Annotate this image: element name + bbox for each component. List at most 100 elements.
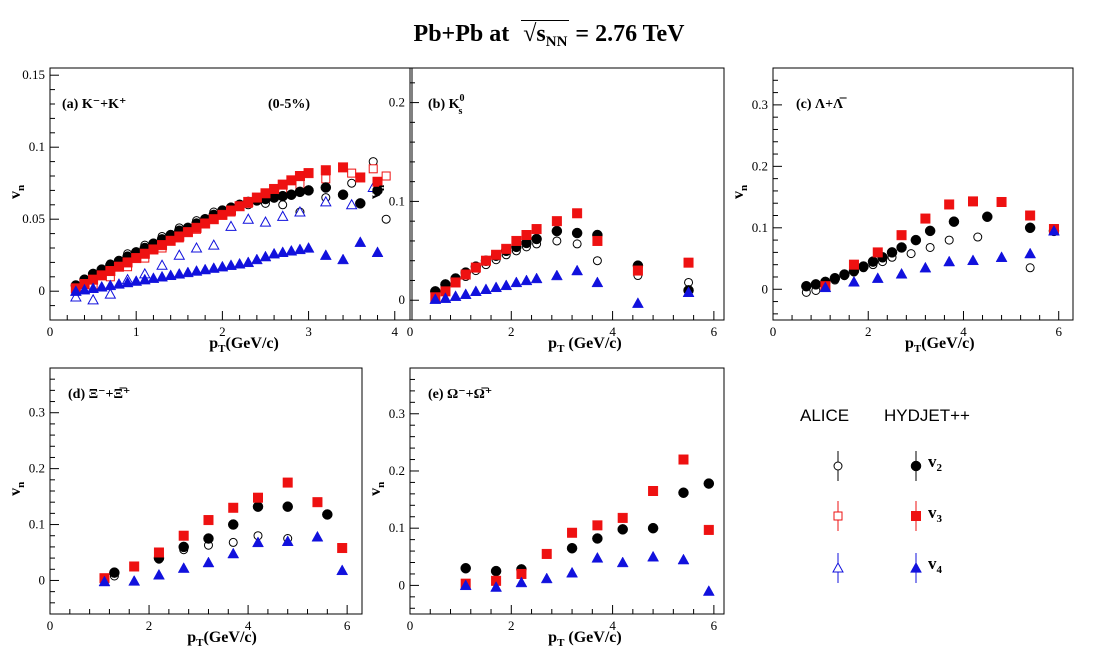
series-hydjet-v3 <box>430 208 694 303</box>
data-point <box>121 276 134 288</box>
x-axis-label: pT(GeV/c) <box>905 335 975 355</box>
data-point <box>278 200 288 210</box>
data-point <box>164 269 177 281</box>
panel-b: 0 2 4 6 0 0.1 0.2 pT (GeV/c) vn (b) K0 s <box>367 67 725 355</box>
data-point <box>312 497 323 508</box>
series-hydjet-v2 <box>70 182 383 291</box>
data-point <box>354 236 367 247</box>
data-point <box>839 269 850 280</box>
data-point <box>202 556 215 568</box>
data-point <box>96 270 107 281</box>
panel-label: (a) K⁻+K⁺ <box>62 97 126 112</box>
legend-marker-v2 <box>833 461 843 471</box>
data-point <box>294 205 306 217</box>
data-point <box>181 266 194 278</box>
data-point <box>521 230 532 241</box>
data-point <box>153 547 164 558</box>
data-point <box>515 576 528 588</box>
data-point <box>228 537 238 547</box>
data-point <box>895 267 908 279</box>
data-point <box>138 273 151 285</box>
data-point <box>551 216 562 227</box>
x-tick-label: 0 <box>47 618 54 633</box>
series-hydjet-v2 <box>430 225 694 297</box>
x-tick-label: 4 <box>245 618 252 633</box>
data-point <box>819 281 832 293</box>
y-tick-label: 0 <box>399 577 406 592</box>
data-point <box>381 171 391 181</box>
data-point <box>1025 263 1035 273</box>
y-axis-label: vn <box>367 482 387 496</box>
legend-marker-v3 <box>833 511 843 521</box>
x-tick-label: 2 <box>508 324 515 339</box>
y-tick-label: 0.3 <box>752 97 768 112</box>
data-point <box>337 543 348 554</box>
data-point <box>207 262 220 273</box>
y-axis-label: vn <box>7 185 27 199</box>
panel-label: (c) Λ+Λ̅ <box>796 96 847 112</box>
series-hydjet-v4 <box>429 264 695 308</box>
x-tick-label: 2 <box>219 324 226 339</box>
legend-hydjet-header: HYDJET++ <box>884 406 970 425</box>
data-point <box>203 515 214 526</box>
data-point <box>896 230 907 241</box>
data-point <box>173 249 186 260</box>
y-tick-label: 0 <box>39 283 46 298</box>
data-point <box>319 249 332 260</box>
x-tick-label: 2 <box>865 324 872 339</box>
y-axis-label: vn <box>730 185 750 199</box>
data-point <box>217 209 228 220</box>
panel-label: (b) K0 s <box>428 93 465 117</box>
x-tick-label: 0 <box>47 324 54 339</box>
data-point <box>104 279 117 291</box>
data-point <box>294 171 305 181</box>
data-point <box>259 216 272 227</box>
data-point <box>920 213 931 224</box>
data-point <box>302 241 315 253</box>
data-point <box>616 556 629 568</box>
panel-a-frame <box>49 67 413 321</box>
x-axis-label: pT (GeV/c) <box>548 629 622 649</box>
panel-e: 0 2 4 6 0 0.1 0.2 0.3 pT (GeV/c) vn (e) Ω⁻+Ω̅⁺ <box>367 367 725 649</box>
sqrt-symbol: √sNN <box>521 20 570 50</box>
data-point <box>203 533 214 544</box>
data-point <box>571 227 583 239</box>
data-point <box>886 247 898 258</box>
data-point <box>337 189 349 200</box>
data-point <box>139 248 150 259</box>
data-point <box>148 244 159 255</box>
data-point <box>208 214 219 225</box>
data-point <box>592 533 603 544</box>
data-point <box>592 235 603 246</box>
title-energy: = 2.76 TeV <box>575 21 685 47</box>
series-alice-v2 <box>430 236 694 299</box>
data-point <box>131 253 142 264</box>
data-point <box>702 585 715 596</box>
data-point <box>372 176 383 187</box>
x-axis-label: pT(GeV/c) <box>209 335 279 355</box>
data-point <box>848 259 859 270</box>
data-point <box>896 242 907 253</box>
data-point <box>243 196 254 207</box>
data-point <box>551 225 563 237</box>
data-point <box>78 283 91 295</box>
data-point <box>647 522 659 534</box>
data-point <box>228 502 239 513</box>
data-point <box>226 205 236 216</box>
data-point <box>867 256 879 267</box>
data-point <box>439 292 452 303</box>
legend-marker-v2 <box>910 460 922 472</box>
series-hydjet-v3 <box>820 196 1059 292</box>
x-tick-label: 4 <box>960 324 967 339</box>
x-axis-label: pT (GeV/c) <box>548 335 622 355</box>
data-point <box>178 541 189 553</box>
data-point <box>530 272 543 284</box>
data-point <box>429 293 442 304</box>
data-point <box>531 224 542 235</box>
data-point <box>948 216 960 227</box>
panel-d: 0 2 4 6 0 0.1 0.2 0.3 pT(GeV/c) vn (d) Ξ⁻+Ξ̅⁺ <box>7 367 363 649</box>
y-tick-label: 0.1 <box>389 520 405 535</box>
data-point <box>157 240 168 251</box>
data-point <box>617 512 628 523</box>
y-tick-label: 0.05 <box>22 211 45 226</box>
